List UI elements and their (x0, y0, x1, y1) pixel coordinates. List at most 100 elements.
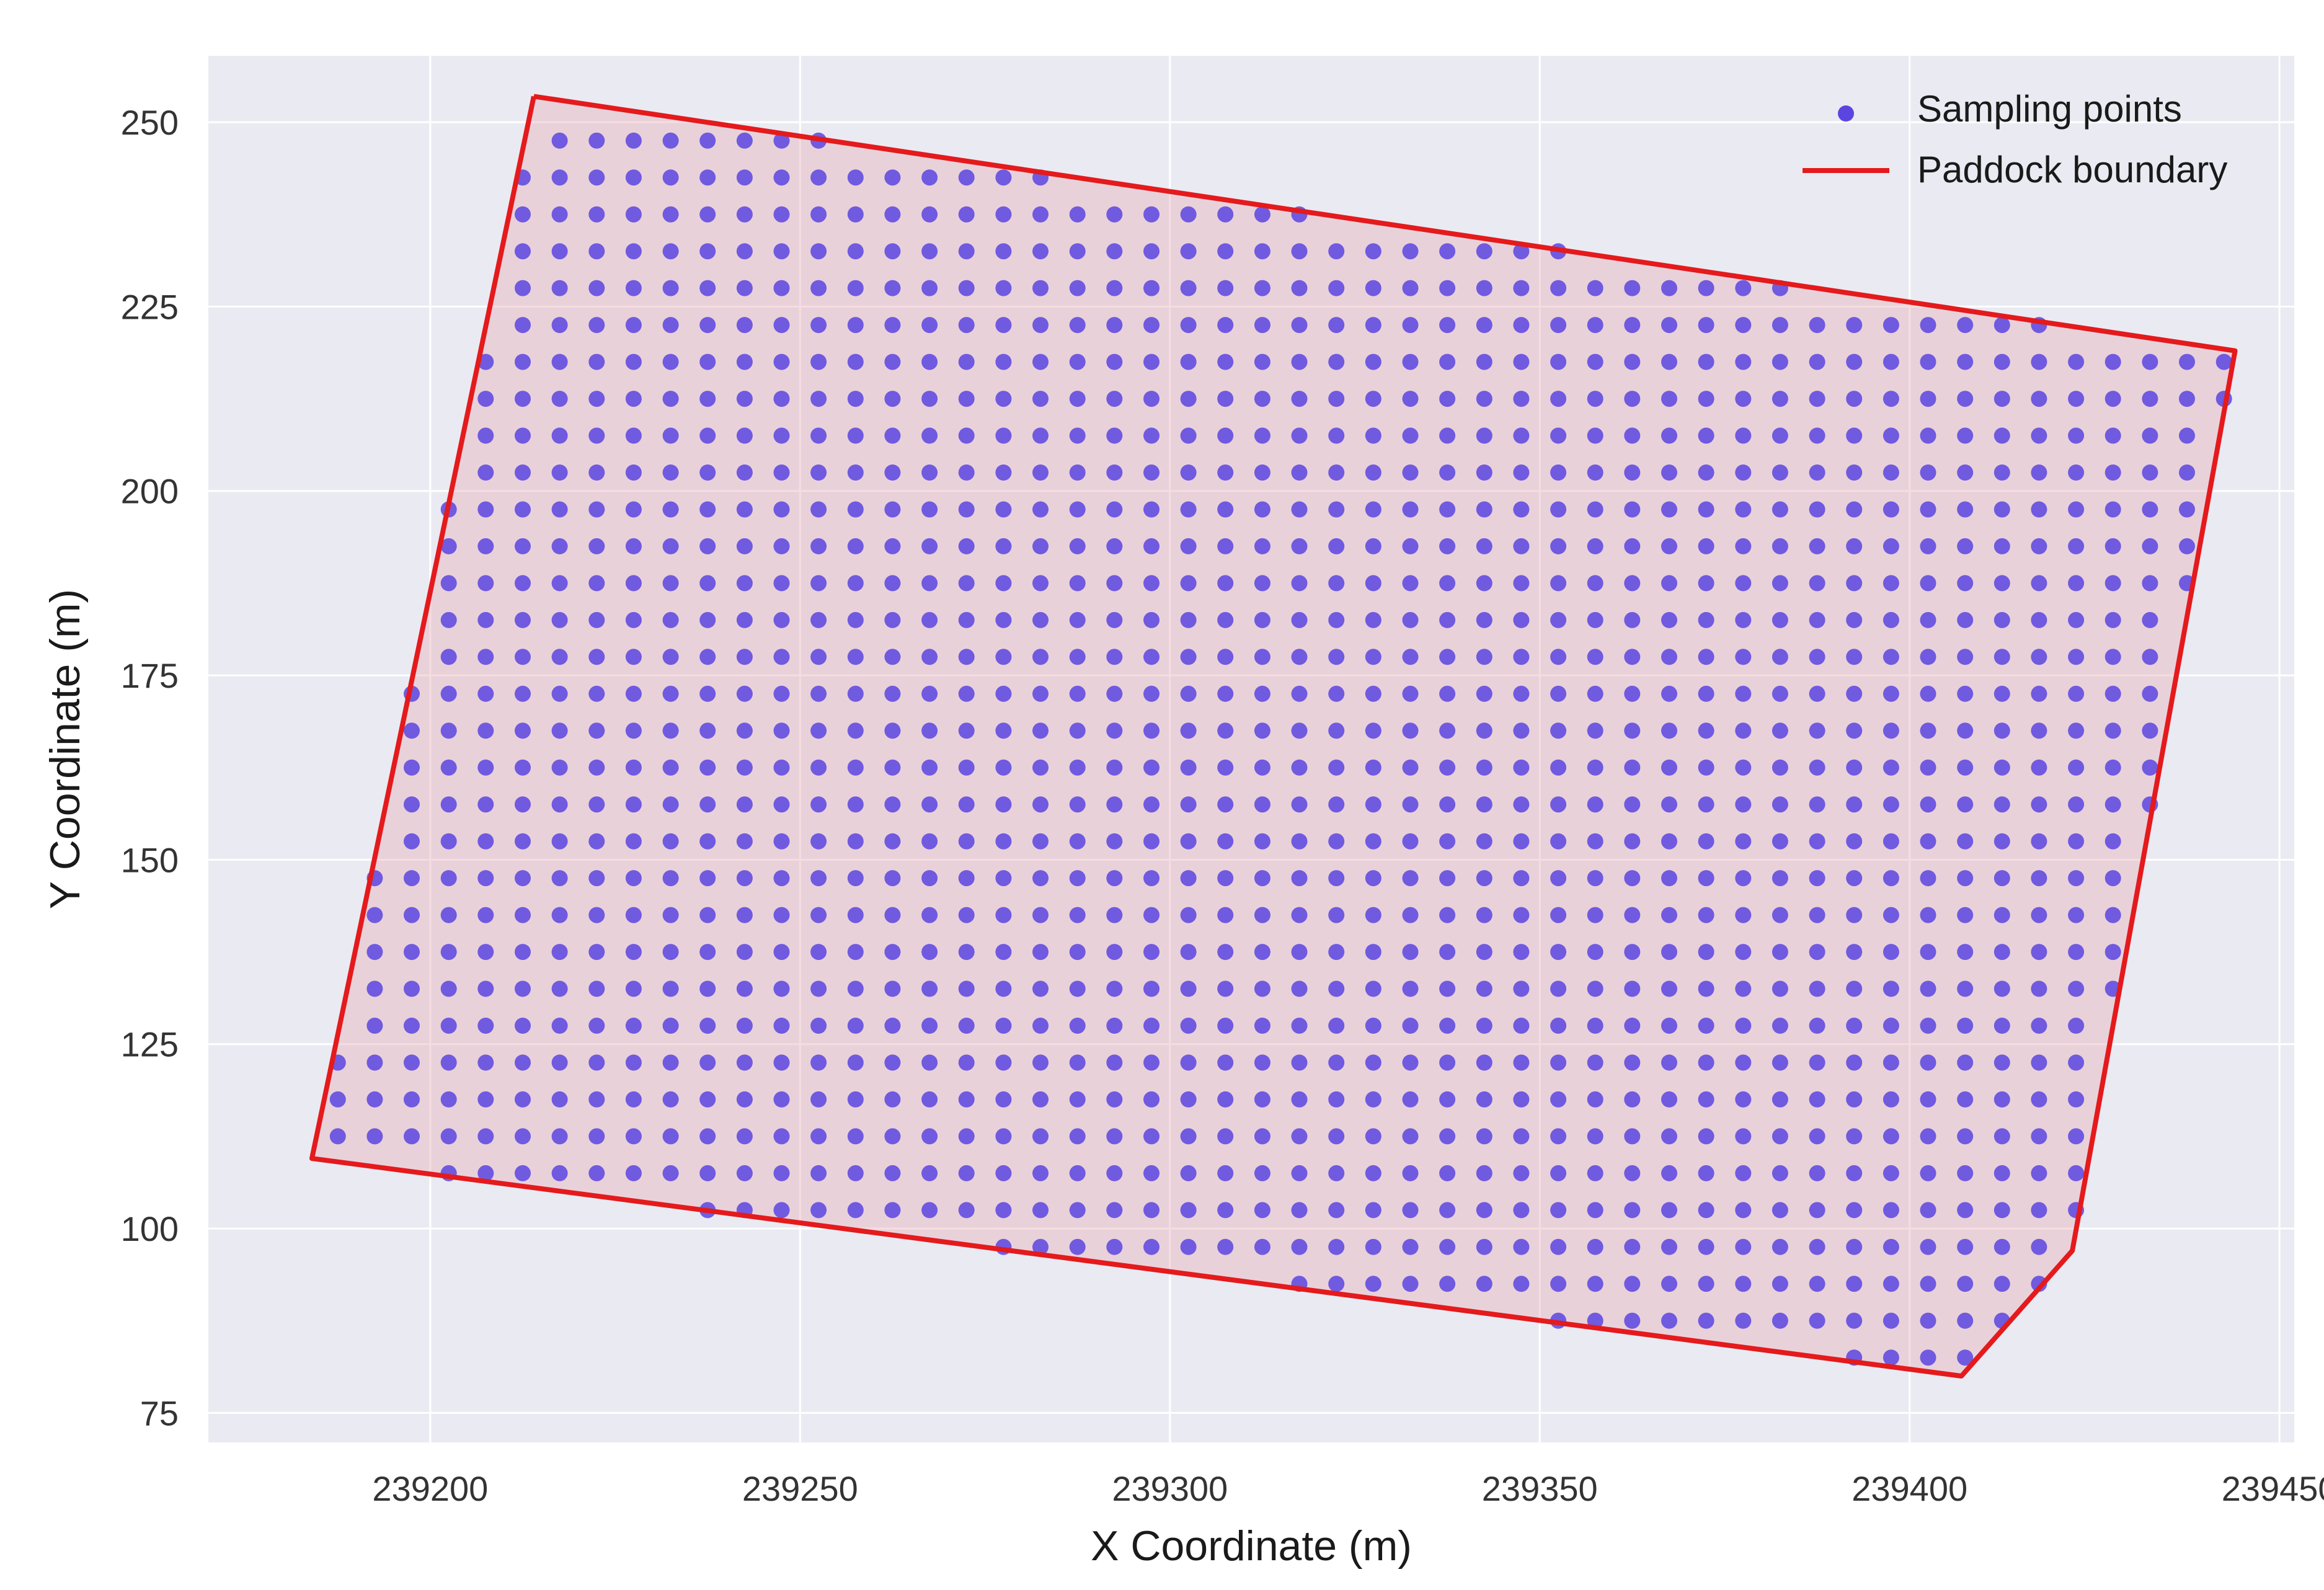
sampling-point (1106, 243, 1123, 260)
sampling-point (1809, 1091, 1825, 1108)
sampling-point (1994, 1276, 2010, 1292)
sampling-point (1661, 538, 1677, 554)
sampling-point (847, 317, 864, 334)
sampling-point (1106, 501, 1123, 518)
sampling-point (1439, 317, 1456, 334)
sampling-point (847, 427, 864, 444)
sampling-point (1143, 759, 1160, 776)
sampling-point (1994, 1165, 2010, 1181)
sampling-point (1698, 980, 1714, 997)
sampling-point (1476, 1238, 1492, 1255)
sampling-point (1402, 649, 1419, 665)
sampling-point (1180, 538, 1197, 554)
sampling-point (625, 132, 642, 149)
sampling-point (588, 796, 605, 813)
sampling-point (1254, 1128, 1271, 1145)
sampling-point (1069, 1054, 1086, 1071)
sampling-point (1883, 1238, 1899, 1255)
sampling-point (1180, 1054, 1197, 1071)
sampling-point (1661, 611, 1677, 628)
sampling-point (773, 1165, 790, 1181)
sampling-point (1069, 759, 1086, 776)
sampling-point (1439, 833, 1456, 850)
sampling-point (551, 1165, 568, 1181)
sampling-point (699, 980, 716, 997)
sampling-point (1439, 1054, 1456, 1071)
sampling-point (1439, 722, 1456, 739)
sampling-point (995, 1091, 1012, 1108)
sampling-point (440, 575, 457, 592)
sampling-point (699, 722, 716, 739)
sampling-point (1735, 391, 1752, 407)
sampling-point (884, 243, 901, 260)
sampling-point (1587, 1054, 1603, 1071)
sampling-point (1809, 391, 1825, 407)
sampling-point (662, 1018, 679, 1034)
sampling-point (1772, 722, 1788, 739)
sampling-point (1513, 1202, 1530, 1219)
sampling-point (1439, 538, 1456, 554)
sampling-point (1587, 980, 1603, 997)
sampling-point (1587, 1165, 1603, 1181)
sampling-point (773, 464, 790, 481)
sampling-point (921, 611, 938, 628)
sampling-point (1180, 980, 1197, 997)
paddock-fill (312, 96, 2235, 1377)
sampling-point (773, 722, 790, 739)
sampling-point (1069, 280, 1086, 296)
sampling-point (662, 722, 679, 739)
sampling-point (1439, 464, 1456, 481)
sampling-point (662, 1128, 679, 1145)
sampling-point (662, 1091, 679, 1108)
sampling-point (1254, 649, 1271, 665)
sampling-point (1254, 243, 1271, 260)
sampling-point (736, 132, 753, 149)
sampling-point (2031, 1091, 2047, 1108)
sampling-point (1069, 649, 1086, 665)
sampling-point (1698, 1202, 1714, 1219)
sampling-point (810, 317, 827, 334)
sampling-point (1920, 870, 1936, 887)
sampling-point (1994, 1128, 2010, 1145)
sampling-point (1661, 391, 1677, 407)
sampling-point (515, 870, 531, 887)
sampling-point (884, 353, 901, 370)
sampling-point (1624, 685, 1641, 702)
sampling-point (1069, 1165, 1086, 1181)
sampling-point (1957, 538, 1974, 554)
sampling-point (662, 169, 679, 186)
sampling-point (1957, 317, 1974, 334)
sampling-point (1328, 907, 1345, 923)
sampling-point (958, 206, 975, 223)
sampling-point (1143, 353, 1160, 370)
sampling-point (1217, 464, 1234, 481)
sampling-point (958, 907, 975, 923)
sampling-point (847, 722, 864, 739)
sampling-point (1328, 1276, 1345, 1292)
sampling-point (625, 353, 642, 370)
sampling-point (625, 722, 642, 739)
sampling-point (1846, 1054, 1863, 1071)
sampling-point (921, 1165, 938, 1181)
sampling-point (1106, 1202, 1123, 1219)
sampling-point (1698, 391, 1714, 407)
sampling-point (1735, 353, 1752, 370)
sampling-point (1143, 685, 1160, 702)
sampling-point (1957, 1349, 1974, 1366)
sampling-point (1513, 427, 1530, 444)
sampling-point (1883, 353, 1899, 370)
sampling-point (847, 1202, 864, 1219)
sampling-point (1809, 1238, 1825, 1255)
sampling-point (1550, 759, 1567, 776)
sampling-point (551, 280, 568, 296)
sampling-point (921, 1202, 938, 1219)
sampling-point (625, 611, 642, 628)
sampling-point (588, 944, 605, 961)
sampling-point (1883, 1165, 1899, 1181)
sampling-point (1920, 685, 1936, 702)
sampling-point (2031, 501, 2047, 518)
sampling-point (1439, 796, 1456, 813)
sampling-point (515, 980, 531, 997)
sampling-point (1624, 870, 1641, 887)
sampling-point (1809, 685, 1825, 702)
